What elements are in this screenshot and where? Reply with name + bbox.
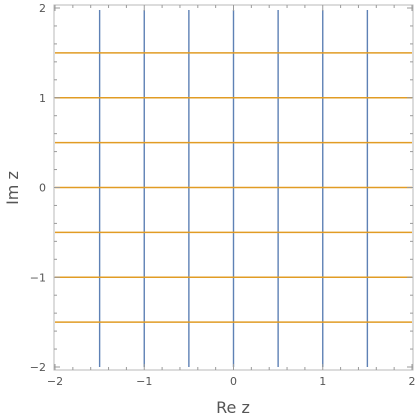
x-tick-label: −2	[47, 375, 63, 388]
lines-layer	[55, 10, 412, 367]
x-tick-label: −1	[136, 375, 152, 388]
ticks-layer: −2 −1 0 1 2 −2 −1 0 1 2	[30, 2, 416, 388]
y-tick-label: 1	[39, 92, 46, 105]
y-tick-label: −1	[30, 271, 46, 284]
x-tick-label: 1	[319, 375, 326, 388]
x-tick-label: 2	[409, 375, 416, 388]
y-tick-label: 0	[39, 182, 46, 195]
x-tick-label: 0	[230, 375, 237, 388]
y-tick-label: 2	[39, 2, 46, 15]
x-axis-label: Re z	[216, 398, 250, 417]
y-axis-label: Im z	[3, 171, 22, 205]
y-tick-label: −2	[30, 361, 46, 374]
